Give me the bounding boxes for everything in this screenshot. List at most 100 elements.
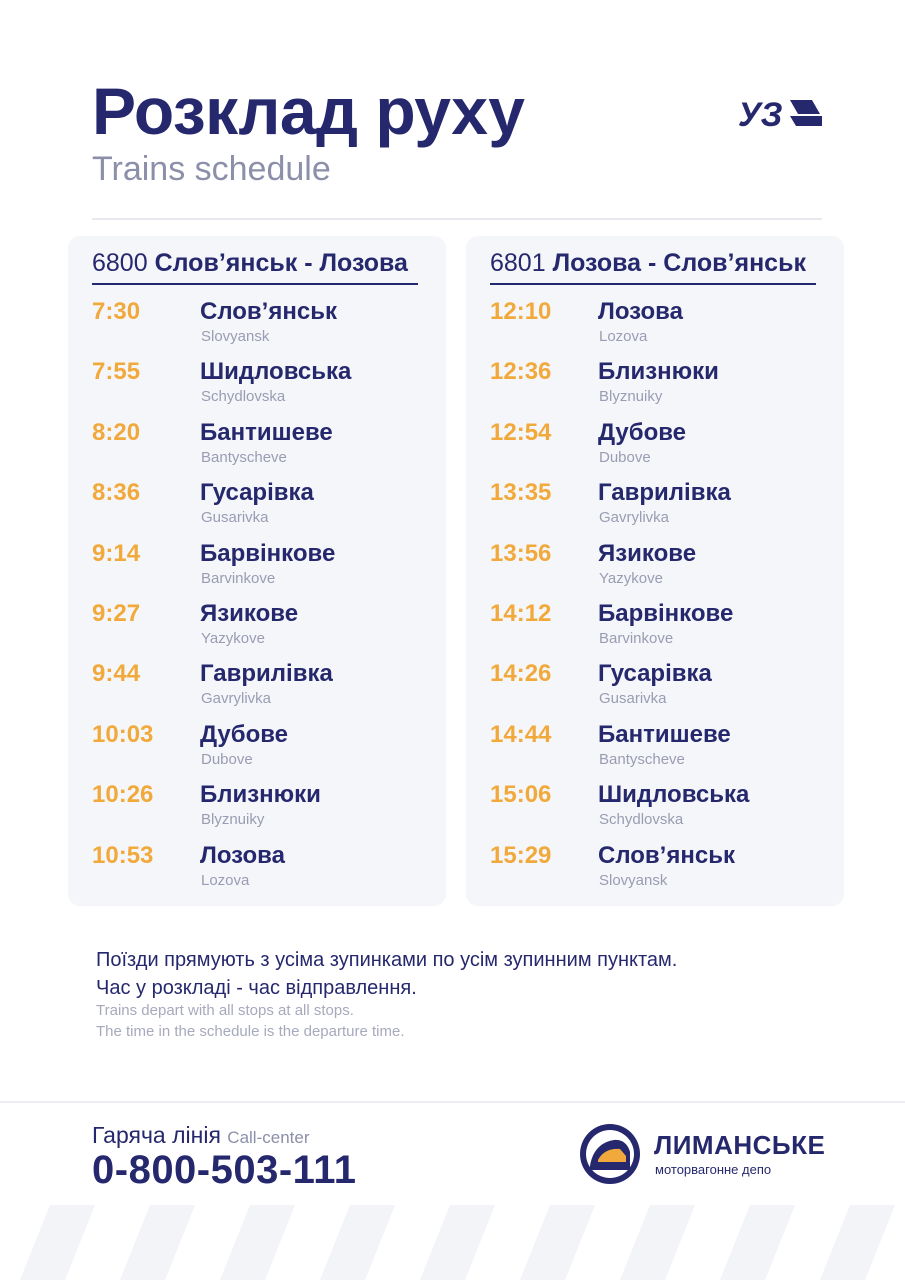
departure-time: 10:26: [92, 781, 154, 809]
station-name: Язикове: [598, 539, 697, 567]
station-name: Гаврилівка: [598, 479, 731, 507]
stop-list: 7:30 Слов’янськ Slovyansk 7:55 Шидловська Sc…: [92, 298, 426, 902]
station-name: Гусарівка: [200, 479, 314, 507]
decorative-stripes: [20, 1205, 895, 1280]
stop-row: 10:53 Лозова Lozova: [92, 842, 426, 902]
station-name: Шидловська: [598, 781, 750, 809]
station-name: Барвінкове: [598, 599, 734, 627]
train-header-rule: [92, 283, 418, 285]
departure-time: 13:35: [490, 479, 552, 507]
train-card-6800: 6800 Слов’янськ - Лозова 7:30 Слов’янськ S…: [68, 236, 446, 906]
departure-time: 12:54: [490, 418, 552, 446]
stop-row: 7:55 Шидловська Schydlovska: [92, 358, 426, 418]
departure-time: 14:44: [490, 720, 552, 748]
stop-row: 9:44 Гаврилівка Gavrylivka: [92, 660, 426, 720]
station-name: Дубове: [598, 418, 687, 446]
departure-time: 15:29: [490, 841, 552, 869]
train-route: Слов’янськ - Лозова: [154, 249, 408, 277]
stop-row: 10:26 Близнюки Blyznuiky: [92, 781, 426, 841]
depot-logo-icon: [580, 1124, 640, 1184]
footer-divider: [0, 1101, 905, 1103]
hotline-label-ua: Гаряча лінія: [92, 1122, 221, 1148]
page-title: Розклад руху: [92, 74, 525, 148]
note-english: Trains depart with all stops at all stop…: [96, 1000, 405, 1042]
stop-row: 12:54 Дубове Dubove: [490, 419, 824, 479]
stop-row: 8:36 Гусарівка Gusarivka: [92, 479, 426, 539]
stop-row: 9:14 Барвінкове Barvinkove: [92, 540, 426, 600]
note-en-line-1: Trains depart with all stops at all stop…: [96, 1002, 354, 1019]
header-divider: [92, 218, 822, 220]
departure-time: 12:10: [490, 298, 552, 325]
station-name: Дубове: [200, 720, 289, 748]
station-name: Гусарівка: [598, 660, 712, 688]
station-name: Шидловська: [200, 358, 352, 386]
station-name: Слов’янськ: [598, 841, 735, 869]
train-header: 6800 Слов’янськ - Лозова: [92, 248, 418, 278]
depot-subtitle: моторвагонне депо: [655, 1162, 772, 1177]
station-name: Близнюки: [598, 358, 719, 386]
note-en-line-2: The time in the schedule is the departur…: [96, 1023, 405, 1040]
stop-row: 10:03 Дубове Dubove: [92, 721, 426, 781]
station-name-latin: Gavrylivka: [599, 509, 670, 527]
station-name-latin: Dubove: [201, 750, 253, 768]
departure-time: 7:30: [92, 298, 141, 325]
station-name: Язикове: [200, 599, 299, 627]
train-route: Лозова - Слов’янськ: [552, 249, 806, 277]
station-name: Близнюки: [200, 781, 321, 809]
note-ua-line-2: Час у розкладі - час відправлення.: [96, 977, 417, 999]
station-name-latin: Gavrylivka: [201, 690, 272, 708]
departure-time: 13:56: [490, 539, 552, 567]
departure-time: 10:53: [92, 841, 154, 869]
departure-time: 12:36: [490, 358, 552, 386]
uz-logo-text: УЗ: [738, 96, 783, 130]
station-name-latin: Schydlovska: [599, 811, 684, 829]
train-number: 6801: [490, 249, 546, 277]
stop-row: 8:20 Бантишеве Bantyscheve: [92, 419, 426, 479]
station-name: Лозова: [200, 841, 285, 869]
station-name-latin: Blyznuiky: [599, 388, 663, 406]
departure-time: 7:55: [92, 358, 141, 386]
station-name-latin: Gusarivka: [201, 509, 269, 527]
departure-time: 9:44: [92, 660, 141, 688]
train-number: 6800: [92, 249, 148, 277]
train-header: 6801 Лозова - Слов’янськ: [490, 248, 816, 278]
stop-row: 15:06 Шидловська Schydlovska: [490, 781, 824, 841]
hotline-number[interactable]: 0-800-503-111: [92, 1148, 357, 1192]
stop-row: 13:35 Гаврилівка Gavrylivka: [490, 479, 824, 539]
stop-row: 13:56 Язикове Yazykove: [490, 540, 824, 600]
station-name: Лозова: [598, 298, 683, 325]
hotline-label: Гаряча лінія Call-center: [92, 1122, 310, 1149]
station-name: Бантишеве: [598, 720, 731, 748]
depot-name: ЛИМАНСЬКЕ: [654, 1130, 826, 1160]
station-name-latin: Gusarivka: [599, 690, 667, 708]
stop-row: 12:36 Близнюки Blyznuiky: [490, 358, 824, 418]
station-name-latin: Lozova: [201, 871, 250, 889]
station-name-latin: Barvinkove: [599, 629, 674, 647]
station-name-latin: Schydlovska: [201, 388, 286, 406]
note-ukrainian: Поїзди прямують з усіма зупинками по усі…: [96, 946, 677, 1002]
departure-time: 10:03: [92, 720, 154, 748]
uz-logo: УЗ: [738, 96, 822, 130]
stop-row: 9:27 Язикове Yazykove: [92, 600, 426, 660]
departure-time: 14:12: [490, 599, 552, 627]
page-subtitle: Trains schedule: [92, 150, 331, 188]
station-name-latin: Bantyscheve: [201, 448, 287, 466]
stop-row: 12:10 Лозова Lozova: [490, 298, 824, 358]
station-name: Гаврилівка: [200, 660, 333, 688]
station-name: Слов’янськ: [200, 298, 337, 325]
departure-time: 8:36: [92, 479, 141, 507]
train-card-6801: 6801 Лозова - Слов’янськ 12:10 Лозова Lozo…: [466, 236, 844, 906]
train-header-rule: [490, 283, 816, 285]
note-ua-line-1: Поїзди прямують з усіма зупинками по усі…: [96, 949, 678, 971]
station-name-latin: Slovyansk: [599, 871, 668, 889]
station-name-latin: Yazykove: [201, 629, 265, 647]
departure-time: 9:27: [92, 599, 141, 627]
station-name-latin: Slovyansk: [201, 328, 270, 345]
stop-row: 14:12 Барвінкове Barvinkove: [490, 600, 824, 660]
stop-row: 15:29 Слов’янськ Slovyansk: [490, 842, 824, 902]
departure-time: 14:26: [490, 660, 552, 688]
station-name: Бантишеве: [200, 418, 333, 446]
station-name-latin: Blyznuiky: [201, 811, 265, 829]
station-name-latin: Bantyscheve: [599, 750, 685, 768]
departure-time: 8:20: [92, 418, 141, 446]
